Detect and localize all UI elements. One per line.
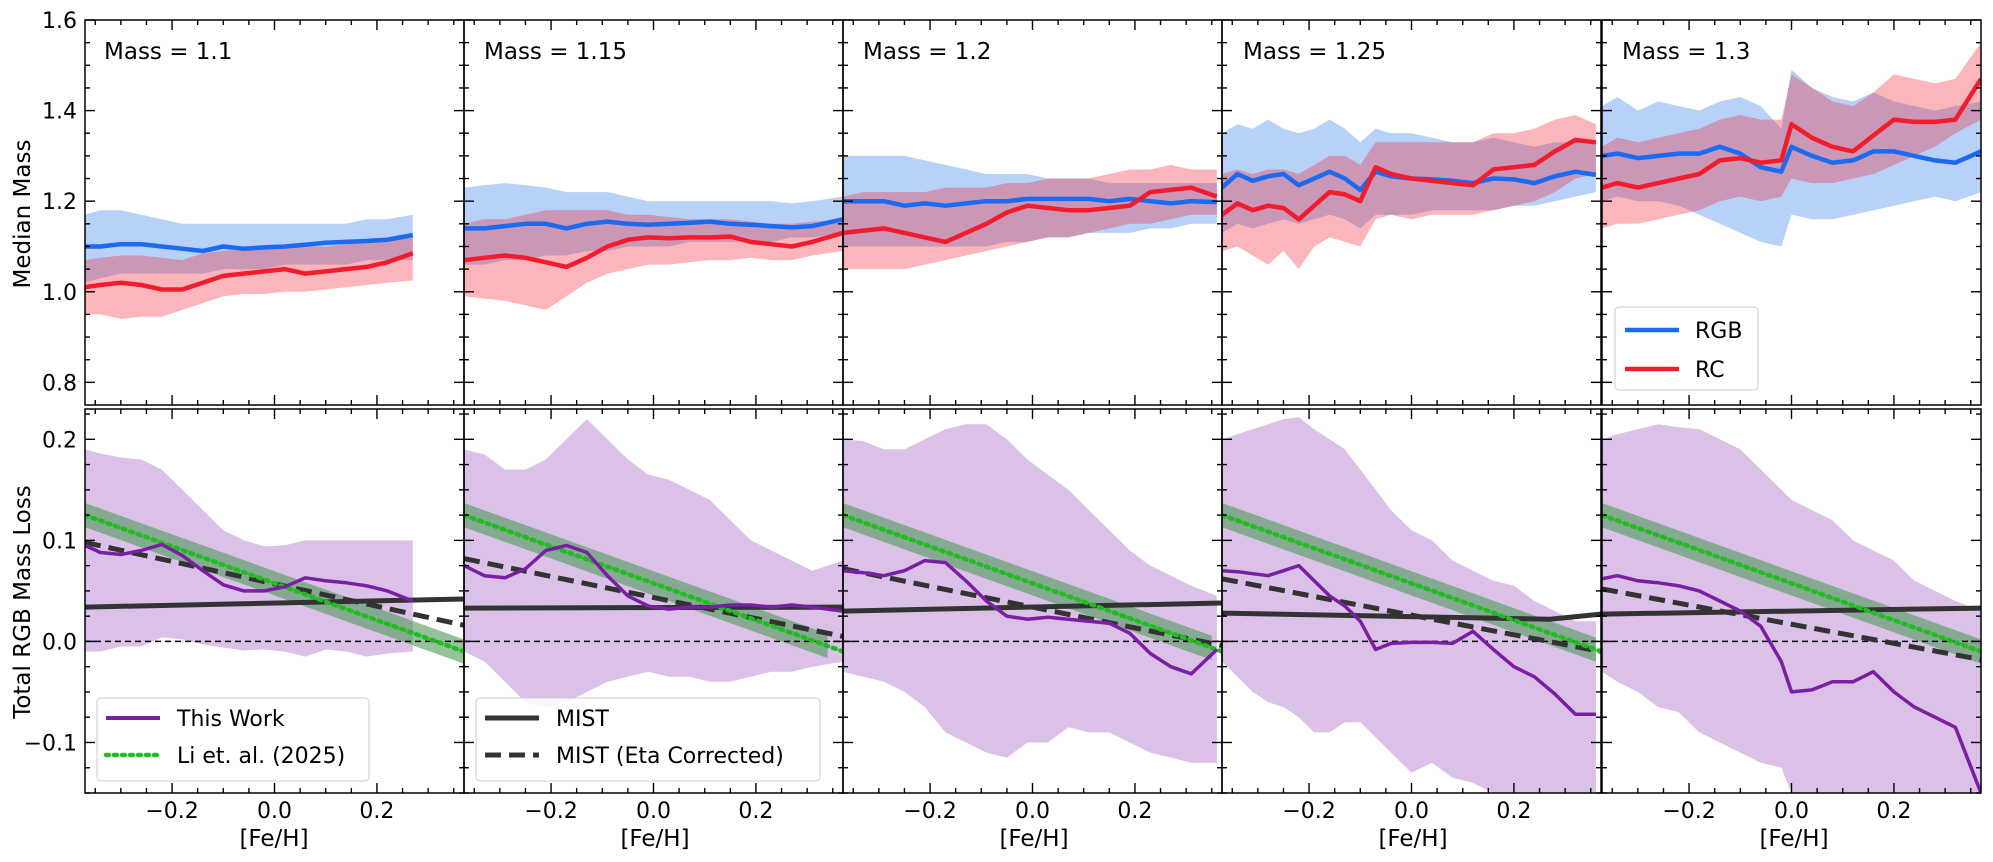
top-lines-5: [1602, 77, 1981, 190]
rgb-line-1: [85, 232, 414, 254]
xtick-label-1-0: −0.2: [145, 799, 198, 824]
rc-band-3: [843, 164, 1217, 270]
mist-line-5: [1602, 605, 1981, 617]
top-bands-5: [1602, 42, 1981, 247]
mist-eta-line-2: [464, 556, 843, 639]
xtick-label-3-2: 0.2: [1117, 799, 1152, 824]
legend-li-label: Li et. al. (2025): [177, 744, 345, 769]
rgb-band-3: [843, 155, 1217, 247]
mist-line-4: [1222, 610, 1601, 622]
mist-eta-line-3: [843, 566, 1222, 648]
this-work-band-2: [464, 419, 843, 708]
xtick-label-5-1: 0.0: [1774, 799, 1809, 824]
mist-line-1: [85, 596, 464, 610]
xlabel-5: [Fe/H]: [1759, 826, 1828, 852]
this-work-band-4: [1222, 417, 1596, 793]
xtick-label-2-2: 0.2: [738, 799, 773, 824]
bottom-lines-2: [464, 512, 843, 654]
this-work-line-5: [1602, 573, 1981, 793]
xtick-label-5-2: 0.2: [1876, 799, 1911, 824]
rc-band-1: [85, 237, 413, 319]
xlabel-1: [Fe/H]: [239, 826, 308, 852]
xtick-label-2-1: 0.0: [636, 799, 671, 824]
legend-rgb-label: RGB: [1695, 319, 1742, 344]
xtick-label-1-2: 0.2: [359, 799, 394, 824]
bottom-ytick-label-3: 0.2: [42, 428, 77, 453]
panel-title-4: Mass = 1.25: [1243, 39, 1386, 65]
xtick-label-5-0: −0.2: [1662, 799, 1715, 824]
panel-title-2: Mass = 1.15: [484, 39, 627, 65]
xtick-label-3-1: 0.0: [1015, 799, 1050, 824]
rc-line-2: [464, 230, 843, 270]
top-ytick-label-4: 1.6: [42, 9, 77, 34]
legend-rgb-rc: RGB RC: [1614, 306, 1759, 391]
xlabel-2: [Fe/H]: [620, 826, 689, 852]
bottom-lines-1: [85, 512, 464, 654]
top-ytick-label-1: 1.0: [42, 281, 77, 306]
bottom-ytick-label-2: 0.1: [42, 529, 77, 554]
bottom-ytick-label-1: 0.0: [42, 630, 77, 655]
xtick-label-3-0: −0.2: [903, 799, 956, 824]
xtick-label-4-2: 0.2: [1496, 799, 1531, 824]
panel-title-1: Mass = 1.1: [104, 39, 232, 65]
xtick-label-1-1: 0.0: [257, 799, 292, 824]
rgb-line-2: [464, 217, 843, 231]
top-lines-3: [843, 185, 1218, 245]
bottom-row-ylabel: Total RGB Mass Loss: [10, 485, 36, 720]
rgb-line-4: [1222, 169, 1597, 193]
bottom-ytick-label-0: −0.1: [24, 731, 77, 756]
rc-line-3: [843, 185, 1218, 245]
xtick-label-4-1: 0.0: [1394, 799, 1429, 824]
this-work-line-4: [1222, 563, 1596, 716]
legend-mist: MIST MIST (Eta Corrected): [475, 697, 821, 782]
rc-line-5: [1602, 77, 1981, 190]
top-lines-4: [1222, 137, 1597, 222]
li-line-4: [1222, 512, 1601, 654]
panel-title-3: Mass = 1.2: [863, 39, 991, 65]
legend-this-work-li-frame: [96, 697, 370, 782]
legend-mist-eta-label: MIST (Eta Corrected): [556, 744, 784, 769]
bottom-lines-3: [843, 512, 1222, 676]
rgb-line-5: [1602, 144, 1981, 174]
rgb-band-5: [1602, 69, 1981, 247]
rgb-line-3: [843, 196, 1217, 208]
top-lines-1: [85, 232, 414, 292]
li-line-3: [843, 512, 1222, 654]
legend-this-work-li: This Work Li et. al. (2025): [96, 697, 370, 782]
rc-band-5: [1602, 42, 1981, 229]
bottom-lines-5: [1602, 512, 1981, 793]
top-ytick-label-2: 1.2: [42, 190, 77, 215]
legend-rc-label: RC: [1695, 358, 1725, 383]
rc-band-4: [1222, 115, 1596, 270]
legend-mist-label: MIST: [556, 707, 609, 732]
top-row-ylabel: Median Mass: [10, 140, 36, 289]
legend-mist-frame: [475, 697, 821, 782]
top-ytick-label-0: 0.8: [42, 371, 77, 396]
this-work-line-3: [843, 558, 1219, 676]
bottom-lines-4: [1222, 512, 1601, 716]
xlabel-3: [Fe/H]: [999, 826, 1068, 852]
mist-eta-line-4: [1222, 576, 1601, 654]
xlabel-4: [Fe/H]: [1378, 826, 1447, 852]
rc-line-4: [1222, 137, 1597, 222]
rc-line-1: [85, 251, 414, 292]
top-lines-2: [464, 217, 843, 270]
legend-this-work-label: This Work: [176, 707, 285, 732]
this-work-line-2: [464, 543, 843, 613]
li-line-1: [85, 512, 464, 654]
top-bands-3: [843, 155, 1217, 270]
li-line-5: [1602, 512, 1981, 654]
xtick-label-2-0: −0.2: [524, 799, 577, 824]
panel-title-5: Mass = 1.3: [1622, 39, 1750, 65]
xtick-label-4-0: −0.2: [1282, 799, 1335, 824]
this-work-line-1: [85, 542, 414, 603]
li-line-2: [464, 512, 843, 654]
rc-band-2: [464, 210, 843, 310]
mist-eta-line-5: [1602, 586, 1981, 663]
top-ytick-label-3: 1.4: [42, 100, 77, 125]
